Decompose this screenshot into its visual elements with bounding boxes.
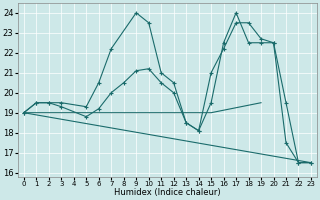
X-axis label: Humidex (Indice chaleur): Humidex (Indice chaleur) [114, 188, 221, 197]
